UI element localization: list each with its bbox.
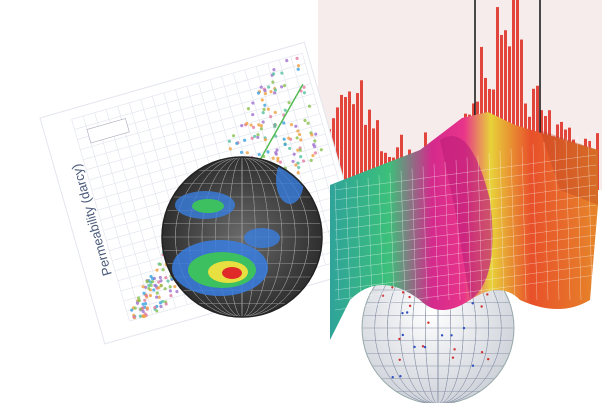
pole <box>399 359 401 361</box>
pole <box>406 311 408 313</box>
pole <box>402 291 404 293</box>
pole <box>480 305 482 307</box>
histogram-bar <box>344 97 347 190</box>
pole <box>409 305 411 307</box>
pole <box>487 358 489 360</box>
pole <box>453 348 455 350</box>
contour <box>222 267 242 279</box>
pole <box>422 345 424 347</box>
pole <box>399 375 401 377</box>
collage: Permeability (darcy) <box>0 0 602 403</box>
pole <box>402 334 404 336</box>
pole <box>424 346 426 348</box>
pole <box>452 356 454 358</box>
pole <box>450 334 452 336</box>
page: {"scatter_plot": {"axis_label": "Permeab… <box>0 0 602 403</box>
pole <box>398 338 400 340</box>
stereonet <box>162 156 322 317</box>
pole <box>441 334 443 336</box>
pole <box>481 351 483 353</box>
pole <box>463 327 465 329</box>
pole <box>408 296 410 298</box>
pole <box>413 346 415 348</box>
pole <box>471 302 473 304</box>
histogram-bar <box>348 91 351 190</box>
pole <box>391 376 393 378</box>
pole <box>486 293 488 295</box>
contour <box>244 228 280 248</box>
pole <box>401 312 403 314</box>
pole <box>391 286 393 288</box>
contour <box>192 199 224 213</box>
pole <box>427 322 429 324</box>
pole <box>472 364 474 366</box>
